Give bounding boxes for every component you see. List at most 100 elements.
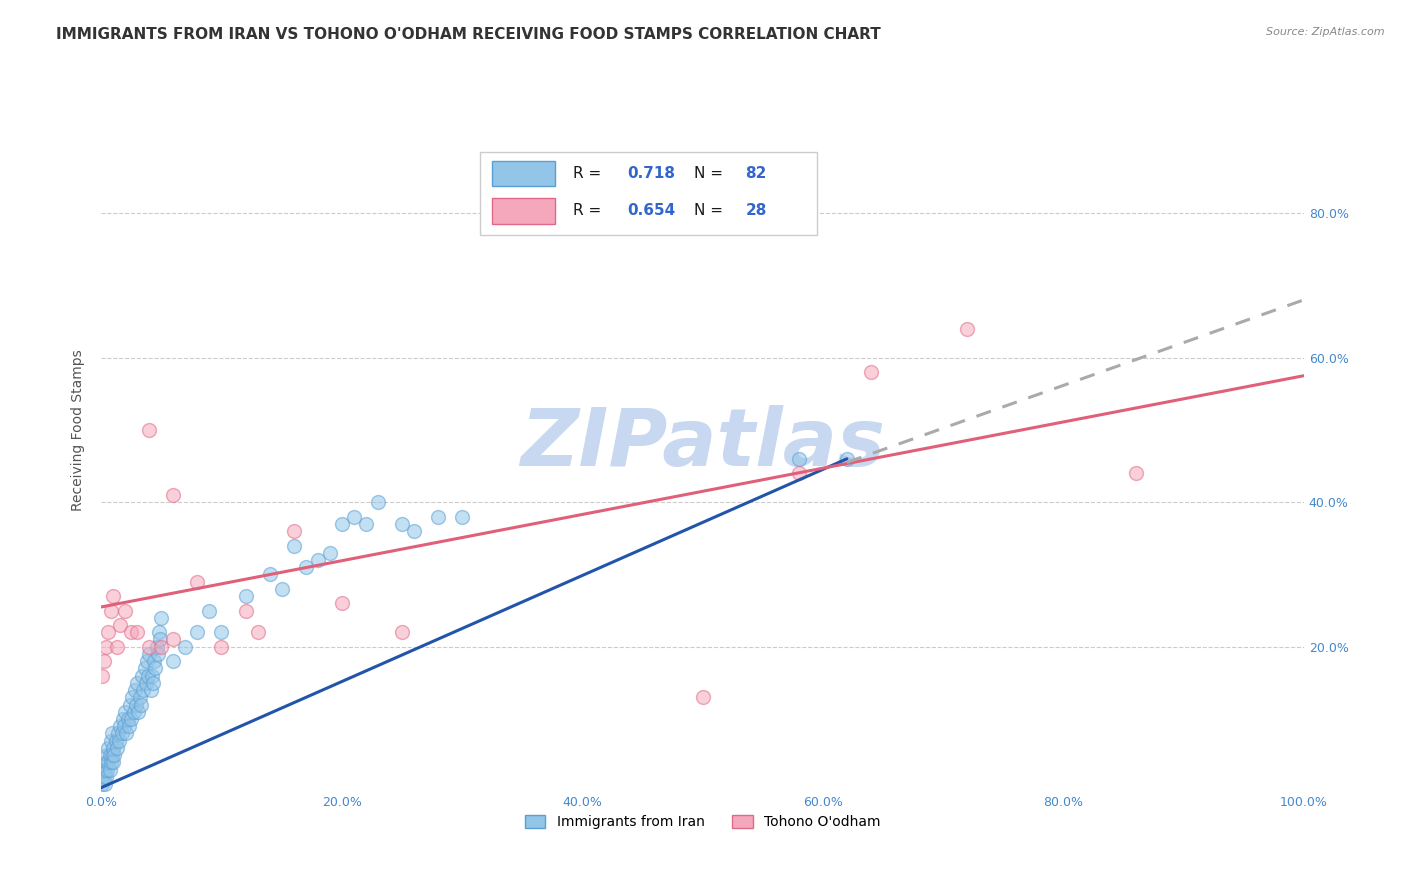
Point [114,604,136,618]
Point [138,647,160,661]
Point [162,654,184,668]
Text: ZIPatlas: ZIPatlas [520,405,886,483]
Text: 0.654: 0.654 [627,203,676,219]
Point [162,488,184,502]
Point [330,596,353,610]
Point [135,676,157,690]
Point [143,654,166,668]
Point [108,733,131,747]
Point [787,451,810,466]
Point [101,726,124,740]
Point [142,676,165,690]
Point [97,625,120,640]
Point [283,524,305,538]
Point [294,560,316,574]
Point [93,654,115,668]
Point [103,756,125,770]
Point [94,763,117,777]
Point [93,770,115,784]
Point [98,763,121,777]
Point [110,618,132,632]
FancyBboxPatch shape [479,152,817,235]
Point [1125,467,1147,481]
Point [114,705,136,719]
Point [143,661,166,675]
Point [211,640,233,654]
Point [104,733,127,747]
Point [111,712,134,726]
Point [98,748,121,763]
Point [136,668,159,682]
Point [162,632,184,647]
Point [115,726,138,740]
Point [105,640,128,654]
Point [235,589,257,603]
Point [859,365,882,379]
Point [148,625,170,640]
Point [105,740,128,755]
Point [112,719,135,733]
Point [149,632,172,647]
Point [96,763,118,777]
Point [283,539,305,553]
Point [111,726,134,740]
Point [96,748,118,763]
Point [101,748,124,763]
Text: N =: N = [693,203,727,219]
Point [235,604,257,618]
Point [94,756,117,770]
Point [103,589,125,603]
Point [120,625,142,640]
Point [120,712,142,726]
Text: R =: R = [574,166,606,181]
Y-axis label: Receiving Food Stamps: Receiving Food Stamps [72,349,86,511]
Point [330,516,353,531]
Point [270,582,292,596]
Point [91,668,114,682]
FancyBboxPatch shape [492,161,555,186]
Point [127,676,149,690]
Point [100,604,122,618]
Point [94,770,117,784]
Point [956,322,979,336]
Point [451,509,474,524]
Text: 0.718: 0.718 [627,166,675,181]
Point [107,726,129,740]
Point [145,640,167,654]
Point [391,516,413,531]
Point [343,509,366,524]
Point [93,763,115,777]
Point [121,690,143,705]
Point [835,451,858,466]
Point [110,719,132,733]
Point [186,625,208,640]
FancyBboxPatch shape [492,198,555,224]
Text: 28: 28 [745,203,766,219]
Point [138,423,160,437]
Point [141,668,163,682]
Point [122,705,145,719]
Point [100,756,122,770]
Text: N =: N = [693,166,727,181]
Point [246,625,269,640]
Point [427,509,450,524]
Point [354,516,377,531]
Point [100,733,122,747]
Point [692,690,714,705]
Point [91,770,114,784]
Point [402,524,425,538]
Text: IMMIGRANTS FROM IRAN VS TOHONO O'ODHAM RECEIVING FOOD STAMPS CORRELATION CHART: IMMIGRANTS FROM IRAN VS TOHONO O'ODHAM R… [56,27,882,42]
Point [127,625,149,640]
Legend: Immigrants from Iran, Tohono O'odham: Immigrants from Iran, Tohono O'odham [519,810,886,835]
Point [91,777,114,791]
Point [198,604,221,618]
Point [94,640,117,654]
Point [118,719,141,733]
Point [120,698,142,712]
Text: R =: R = [574,203,606,219]
Point [124,683,146,698]
Point [135,654,157,668]
Point [125,698,148,712]
Point [146,647,169,661]
Point [150,640,173,654]
